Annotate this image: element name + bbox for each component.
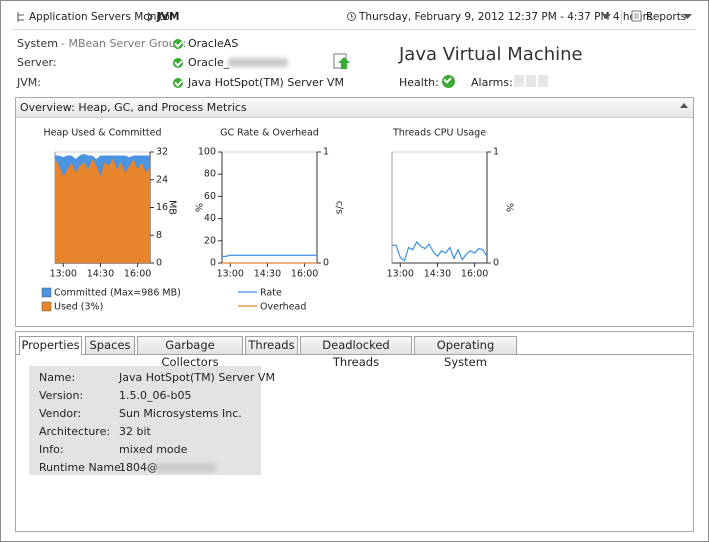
- tab[interactable]: Properties: [19, 336, 82, 355]
- axis-label: MB: [167, 200, 178, 215]
- property-value: Sun Microsystems Inc.: [119, 407, 242, 420]
- legend-swatch: [41, 287, 52, 298]
- tab[interactable]: Deadlocked Threads: [300, 336, 412, 369]
- y-tick-label: 16: [156, 202, 168, 213]
- area: [55, 158, 150, 263]
- charts: Heap Used & Committed 0 8 16 24 32 MB 13:00 14:3…: [41, 128, 515, 313]
- x-tick-label: 13:00: [50, 269, 77, 280]
- alarm-box: [526, 75, 536, 87]
- y-tick-label: 100: [198, 147, 216, 158]
- x-tick-label: 13:00: [217, 269, 244, 280]
- axis-label: c/s: [334, 201, 345, 214]
- export-icon[interactable]: [333, 53, 351, 71]
- properties-table: [29, 366, 261, 475]
- property-value: 1804@: [119, 461, 158, 474]
- dropdown-arrow[interactable]: [683, 14, 692, 20]
- y-tick-label: 0: [493, 258, 499, 269]
- reports-menu[interactable]: Reports: [646, 11, 687, 23]
- collapse-button[interactable]: [680, 103, 688, 109]
- property-value: 32 bit: [119, 425, 151, 438]
- y-tick-label: 60: [204, 191, 216, 202]
- legend-swatch: [41, 301, 52, 312]
- axis-label: %: [193, 203, 204, 212]
- property-value: 1.5.0_06-b05: [119, 389, 192, 402]
- health-label: Health:: [399, 76, 439, 89]
- chart-title: Heap Used & Committed: [43, 128, 161, 139]
- system-group-label: - MBean Server Group:: [61, 37, 187, 50]
- panel-title: Overview: Heap, GC, and Process Metrics: [20, 101, 247, 114]
- page-title: Java Virtual Machine: [399, 44, 583, 65]
- redacted: [228, 58, 288, 67]
- redacted: [156, 463, 216, 472]
- property-value: mixed mode: [119, 443, 188, 456]
- header-rule: [12, 29, 696, 30]
- property-label: Name:: [39, 371, 76, 384]
- health-ok: [442, 75, 455, 88]
- alarm-box: [538, 75, 548, 87]
- breadcrumb-current: JVM: [157, 11, 180, 23]
- separator: [621, 10, 622, 24]
- y-tick-label: 24: [156, 174, 168, 185]
- jvm-label: JVM:: [17, 76, 41, 89]
- x-tick-label: 14:30: [87, 269, 114, 280]
- x-tick-label: 16:00: [461, 269, 488, 280]
- y-tick-label: 8: [156, 230, 162, 241]
- legend-label: Rate: [260, 288, 282, 299]
- legend-label: Committed (Max=986 MB): [54, 288, 181, 299]
- plot-area: [391, 151, 488, 264]
- x-tick-label: 16:00: [124, 269, 151, 280]
- y-tick-label: 40: [204, 213, 216, 224]
- status-ok: [173, 78, 183, 88]
- line: [222, 254, 317, 257]
- y-tick-label: 32: [156, 147, 168, 158]
- property-label: Vendor:: [39, 407, 82, 420]
- server-value[interactable]: Oracle_: [188, 56, 230, 69]
- line: [392, 240, 488, 262]
- alarm-box: [514, 75, 524, 87]
- tab[interactable]: Garbage Collectors: [137, 336, 243, 369]
- property-value: Java HotSpot(TM) Server VM: [119, 371, 275, 384]
- y-tick-label: 20: [204, 235, 216, 246]
- y-tick-label: 0: [156, 258, 162, 269]
- x-tick-label: 14:30: [254, 269, 281, 280]
- property-label: Info:: [39, 443, 64, 456]
- axis-label: %: [504, 203, 515, 212]
- dropdown-arrow[interactable]: [602, 14, 611, 20]
- y-tick-label: 1: [493, 147, 499, 158]
- tab[interactable]: Spaces: [85, 336, 135, 354]
- alarms-label: Alarms:: [471, 76, 513, 89]
- y-tick-label: 1: [323, 147, 329, 158]
- breadcrumb-separator: [147, 12, 153, 22]
- clock-icon: [347, 12, 356, 21]
- x-tick-label: 14:30: [424, 269, 451, 280]
- legend-label: Used (3%): [54, 302, 103, 313]
- tab[interactable]: Operating System: [414, 336, 517, 369]
- tree-icon: [17, 12, 24, 22]
- reports-icon: [631, 10, 642, 22]
- x-tick-label: 16:00: [291, 269, 318, 280]
- x-tick-label: 13:00: [387, 269, 414, 280]
- jvm-value[interactable]: Java HotSpot(TM) Server VM: [188, 76, 344, 89]
- system-value[interactable]: OracleAS: [188, 37, 239, 50]
- property-label: Architecture:: [39, 425, 111, 438]
- y-tick-label: 0: [323, 258, 329, 269]
- tab-rule: [16, 354, 692, 355]
- panel-header: [16, 98, 693, 118]
- server-label: Server:: [17, 56, 57, 69]
- legend-label: Overhead: [260, 302, 306, 313]
- chart-title: GC Rate & Overhead: [220, 128, 319, 139]
- status-ok: [173, 39, 183, 49]
- plot-area: [221, 151, 318, 264]
- breadcrumb-link[interactable]: Application Servers Monitor: [29, 11, 175, 23]
- tab[interactable]: Threads: [245, 336, 298, 354]
- property-label: Runtime Name:: [39, 461, 125, 474]
- y-tick-label: 80: [204, 169, 216, 180]
- time-range[interactable]: Thursday, February 9, 2012 12:37 PM - 4:…: [359, 11, 653, 23]
- property-label: Version:: [39, 389, 84, 402]
- chart-title: Threads CPU Usage: [392, 128, 486, 139]
- system-label: System: [17, 37, 59, 50]
- y-tick-label: 0: [210, 258, 216, 269]
- status-ok: [173, 58, 183, 68]
